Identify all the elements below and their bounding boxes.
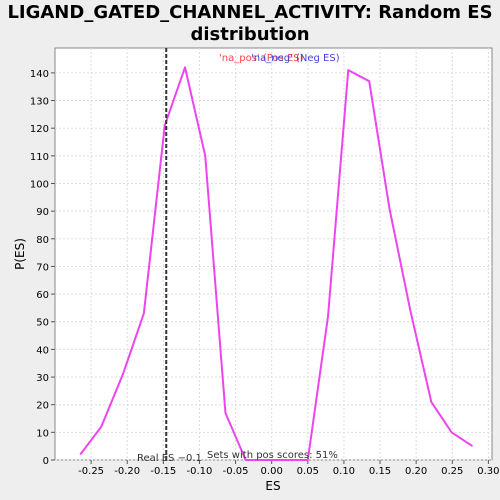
chart-title: LIGAND_GATED_CHANNEL_ACTIVITY: Random ES… [7,2,493,45]
x-tick-label: -0.15 [150,466,176,477]
series-layer [79,66,474,461]
x-tick-label: 0.20 [405,466,427,477]
y-tick-label: 110 [30,152,49,163]
x-tick-label: 0.05 [297,466,319,477]
x-tick-label: 0.25 [441,466,463,477]
y-tick-label: 60 [36,290,49,301]
y-axis-title: P(ES) [13,238,27,270]
y-tick-label: 70 [36,262,49,273]
plot-area [54,47,493,461]
y-tick-label: 0 [43,456,49,467]
y-tick-label: 140 [30,69,49,80]
x-tick-label: 0.30 [477,466,499,477]
x-tick-label: 0.10 [333,466,355,477]
y-tick-label: 10 [36,428,49,439]
x-tick-label: 0.15 [369,466,391,477]
x-axis-title: ES [265,479,280,493]
es-distribution-line [79,66,474,461]
legend-entry-neg: 'na_neg' (Neg ES) [251,53,340,64]
y-tick-label: 100 [30,179,49,190]
x-tick-label: -0.20 [114,466,140,477]
y-tick-label: 80 [36,235,49,246]
axes: -0.25 -0.20 -0.15 -0.10 -0.05 0.00 0.05 0.10 0.1… [30,69,500,477]
y-tick-label: 30 [36,373,49,384]
y-tick-label: 130 [30,97,49,108]
y-tick-label: 40 [36,345,49,356]
x-tick-label: 0.00 [261,466,283,477]
legend-entry-pos: 'na_pos' (Pos ES) [219,53,304,64]
y-tick-label: 50 [36,318,49,329]
y-tick-label: 20 [36,401,49,412]
y-tick-label: 120 [30,124,49,135]
y-tick-label: 90 [36,207,49,218]
grid [55,48,492,461]
x-tick-label: -0.25 [78,466,104,477]
real-es-label: Real ES −0.1 [137,453,202,464]
pos-scores-annotation: Sets with pos scores: 51% [207,450,338,461]
x-tick-label: -0.05 [223,466,249,477]
x-tick-label: -0.10 [187,466,213,477]
